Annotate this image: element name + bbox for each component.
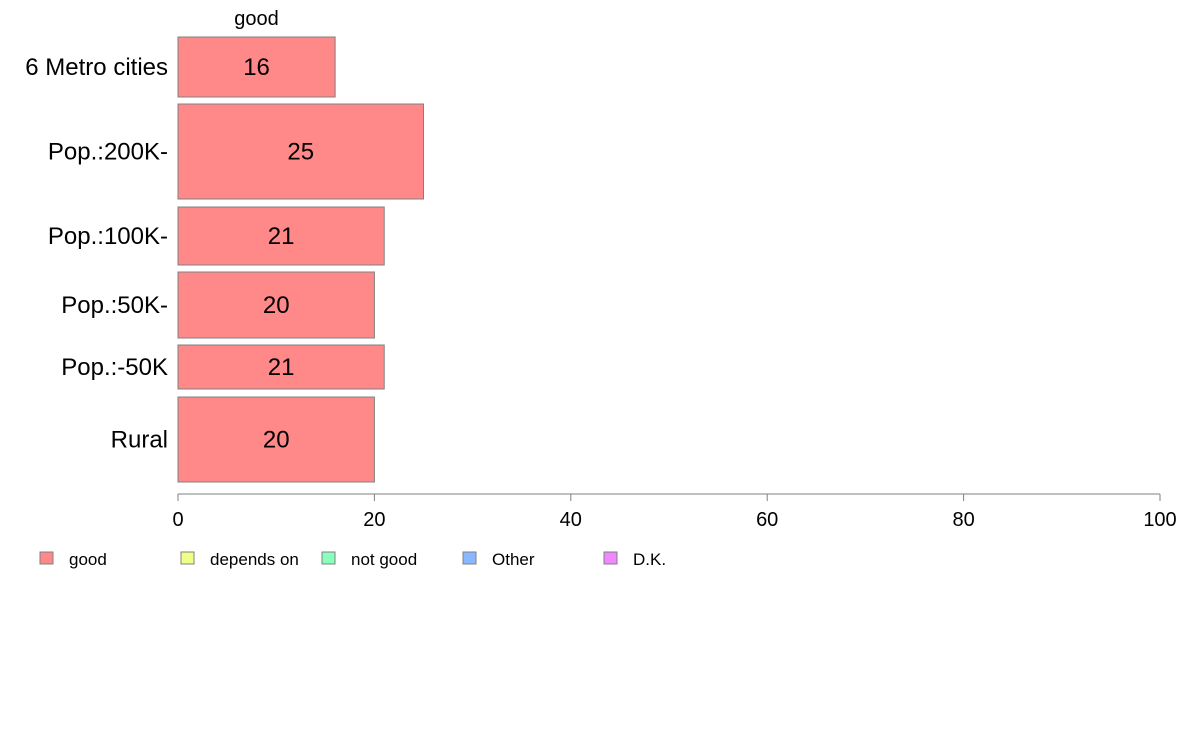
bar-value-label: 20 — [263, 292, 290, 319]
legend-swatch — [321, 551, 336, 565]
bar — [177, 271, 375, 339]
category-label: Rural — [111, 427, 168, 454]
legend-swatch — [462, 551, 477, 565]
x-tick-label: 80 — [952, 509, 974, 531]
legend-label: depends on — [210, 550, 299, 569]
category-label: Pop.:-50K — [61, 354, 168, 381]
bar — [177, 396, 375, 483]
x-tick-label: 20 — [363, 509, 385, 531]
legend-swatch — [39, 551, 54, 565]
legend-label: Other — [492, 550, 535, 569]
category-label: 6 Metro cities — [25, 54, 168, 81]
bar-value-label: 25 — [287, 139, 314, 166]
bar — [177, 36, 336, 98]
bar — [177, 344, 385, 390]
x-tick-label: 40 — [560, 509, 582, 531]
bar — [177, 103, 424, 200]
x-tick-label: 60 — [756, 509, 778, 531]
legend-label: not good — [351, 550, 417, 569]
legend-label: D.K. — [633, 550, 666, 569]
legend: good depends on not good Other D.K. — [39, 550, 666, 569]
bar-value-label: 21 — [268, 223, 295, 250]
bar-value-label: 20 — [263, 427, 290, 454]
category-label: Pop.:50K- — [61, 292, 168, 319]
series-title: good — [234, 8, 279, 30]
x-tick-label: 0 — [172, 509, 183, 531]
bars: 16 6 Metro cities 25 Pop.:200K- 21 Pop.:100K-… — [25, 36, 424, 483]
category-label: Pop.:100K- — [48, 223, 168, 250]
x-tick-label: 100 — [1143, 509, 1176, 531]
category-label: Pop.:200K- — [48, 139, 168, 166]
legend-swatch — [180, 551, 195, 565]
bar — [177, 206, 385, 266]
bar-value-label: 16 — [243, 54, 270, 81]
x-axis: 0 20 40 60 80 100 — [172, 493, 1177, 531]
legend-swatch — [603, 551, 618, 565]
legend-label: good — [69, 550, 107, 569]
bar-value-label: 21 — [268, 354, 295, 381]
